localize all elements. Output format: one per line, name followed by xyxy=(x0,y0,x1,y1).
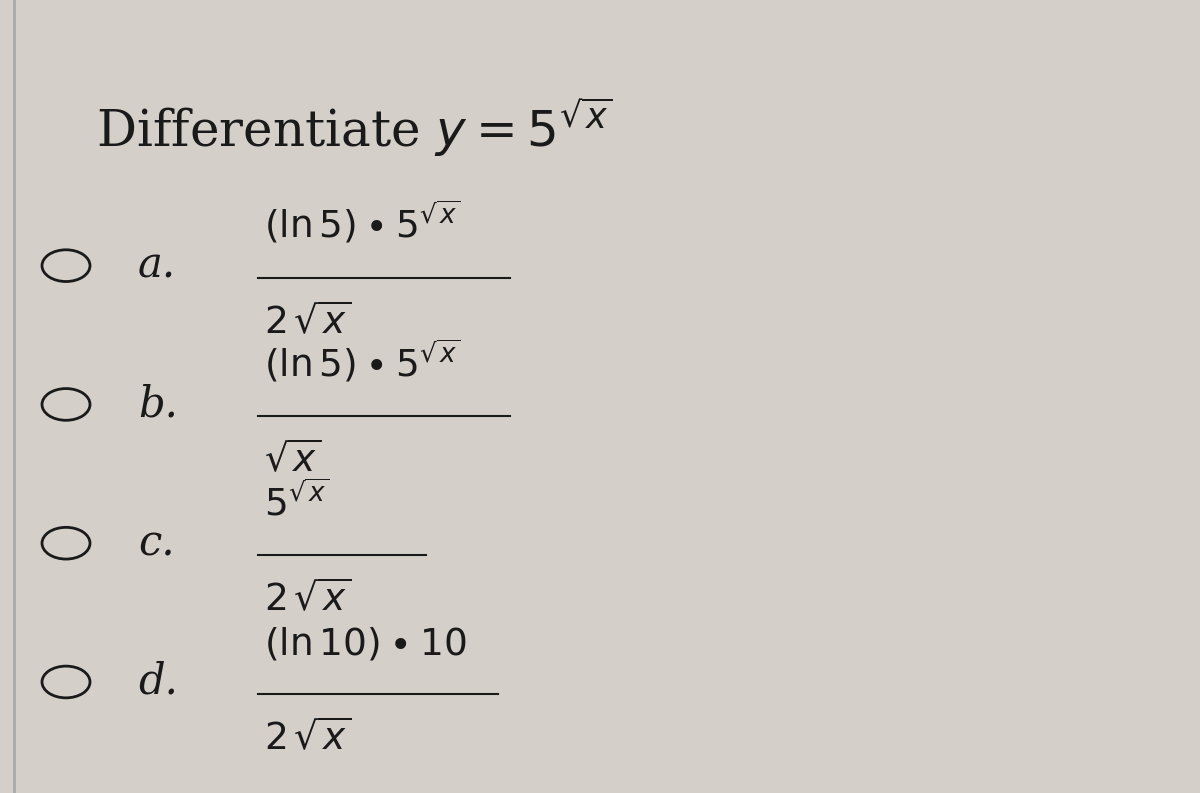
Text: a.: a. xyxy=(138,245,176,286)
Text: $(\ln 5)\bullet 5^{\sqrt{x}}$: $(\ln 5)\bullet 5^{\sqrt{x}}$ xyxy=(264,199,461,246)
Text: $2\,\sqrt{x}$: $2\,\sqrt{x}$ xyxy=(264,580,352,619)
Text: $2\,\sqrt{x}$: $2\,\sqrt{x}$ xyxy=(264,719,352,757)
Text: $2\,\sqrt{x}$: $2\,\sqrt{x}$ xyxy=(264,303,352,341)
Text: c.: c. xyxy=(138,523,175,564)
Text: $\sqrt{x}$: $\sqrt{x}$ xyxy=(264,442,322,480)
Text: $5^{\sqrt{x}}$: $5^{\sqrt{x}}$ xyxy=(264,481,329,523)
Text: $(\ln 10)\bullet 10$: $(\ln 10)\bullet 10$ xyxy=(264,625,467,662)
Text: b.: b. xyxy=(138,384,178,425)
Text: Differentiate $y = 5^{\sqrt{x}}$: Differentiate $y = 5^{\sqrt{x}}$ xyxy=(96,95,613,159)
Text: d.: d. xyxy=(138,661,178,703)
Text: $(\ln 5)\bullet 5^{\sqrt{x}}$: $(\ln 5)\bullet 5^{\sqrt{x}}$ xyxy=(264,338,461,385)
